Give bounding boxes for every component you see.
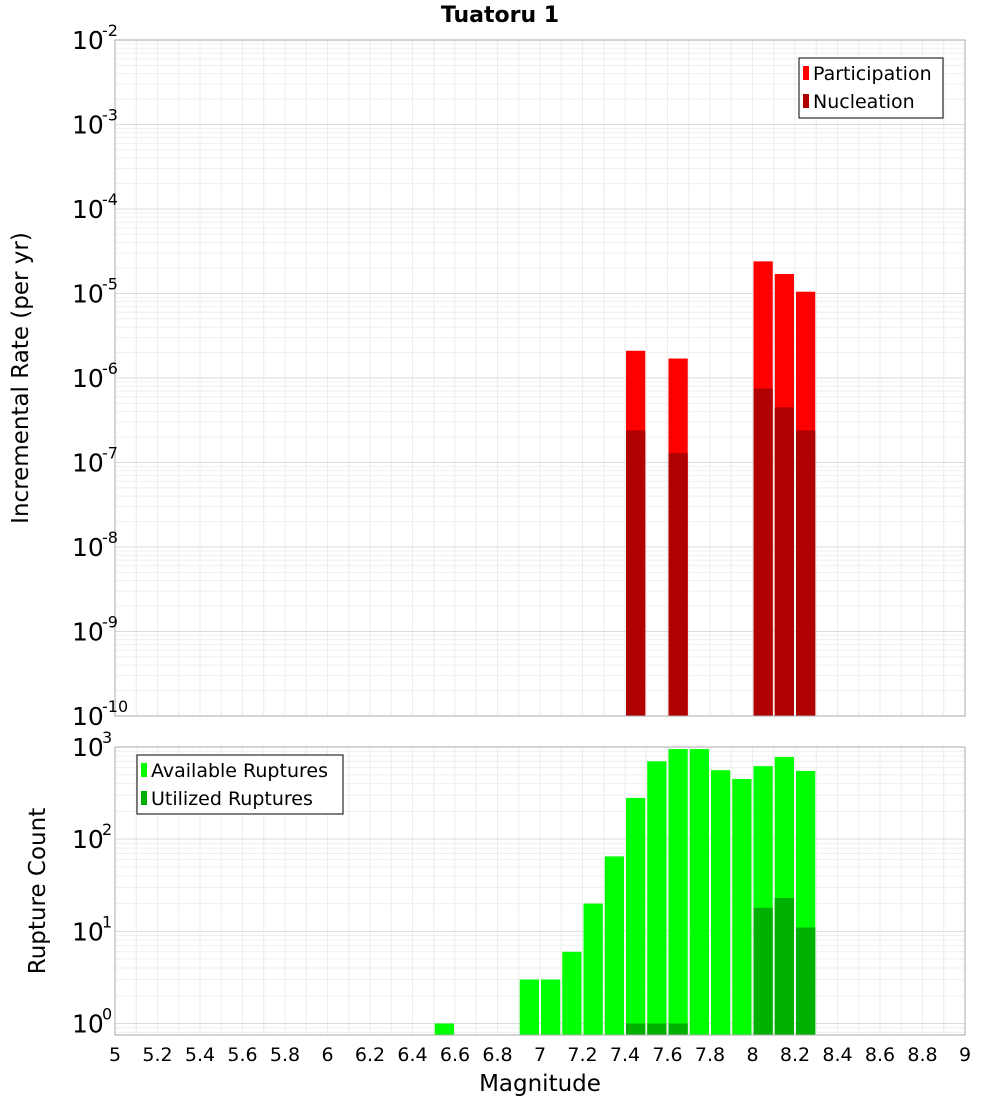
bottom-y-tick-exponent: 0: [102, 1004, 112, 1023]
bottom-gridlines: [114, 746, 966, 1035]
bottom-legend-box: [136, 754, 344, 815]
x-tick-label: 6.8: [482, 1044, 512, 1066]
x-tick-label: 6.4: [397, 1044, 427, 1066]
top-y-tick-base: 10: [72, 280, 104, 309]
bottom-y-tick-exponent: 1: [102, 912, 112, 931]
nucleation-bar: [753, 388, 773, 716]
available-ruptures-bar: [732, 778, 752, 1035]
top-bars: [626, 261, 816, 716]
bottom-plot-frame: [114, 746, 966, 1036]
available-ruptures-bar: [434, 1023, 454, 1035]
x-tick-label: 8.4: [822, 1044, 852, 1066]
top-y-tick-base: 10: [72, 449, 104, 478]
x-tick-labels: 5 5.2 5.4 5.6 5.8 6 6.2 6.4 6.6 6.8 7 7.2 7.4 7.6 7.8 8…: [109, 1044, 971, 1066]
top-y-tick-base: 10: [72, 195, 104, 224]
top-legend-box: [798, 57, 944, 119]
top-y-tick-base: 10: [72, 364, 104, 393]
available-ruptures-bar: [711, 770, 731, 1035]
x-tick-label: 7.4: [610, 1044, 640, 1066]
top-y-axis-label: Incremental Rate (per yr): [8, 232, 34, 524]
chart-title: Tuatoru 1: [441, 3, 559, 28]
bottom-y-tick-base: 10: [72, 733, 104, 762]
top-y-tick-exponent: -6: [102, 359, 118, 378]
top-y-tick-exponent: -10: [102, 697, 128, 716]
top-y-tick-base: 10: [72, 618, 104, 647]
top-y-tick-base: 10: [72, 26, 104, 55]
nucleation-legend-swatch: [803, 94, 809, 108]
top-y-tick-exponent: -8: [102, 528, 118, 547]
x-tick-label: 7: [534, 1044, 546, 1066]
top-y-tick-base: 10: [72, 702, 104, 731]
participation-legend-label: Participation: [813, 63, 932, 85]
available-ruptures-bar: [626, 797, 646, 1035]
top-plot-frame: [114, 39, 966, 717]
top-y-tick-exponent: -5: [102, 275, 118, 294]
available-ruptures-bar: [541, 979, 561, 1035]
x-tick-label: 5.2: [142, 1044, 172, 1066]
nucleation-bar: [796, 430, 816, 716]
x-tick-label: 5.6: [227, 1044, 257, 1066]
x-tick-label: 8.6: [865, 1044, 895, 1066]
bottom-y-tick-base: 10: [72, 917, 104, 946]
utilized-ruptures-bar: [647, 1023, 667, 1035]
utilized-ruptures-bar: [626, 1023, 646, 1035]
x-tick-label: 6.6: [440, 1044, 470, 1066]
x-tick-label: 7.8: [695, 1044, 725, 1066]
utilized-ruptures-bar: [668, 1023, 688, 1035]
top-y-tick-exponent: -2: [102, 21, 118, 40]
participation-legend-swatch: [803, 66, 809, 80]
nucleation-bar: [668, 452, 688, 716]
top-y-tick-base: 10: [72, 533, 104, 562]
available-ruptures-legend-label: Available Ruptures: [151, 760, 328, 782]
bottom-y-tick-base: 10: [72, 825, 104, 854]
x-tick-label: 7.2: [567, 1044, 597, 1066]
x-tick-label: 8: [746, 1044, 758, 1066]
bottom-legend: Available Ruptures Utilized Ruptures: [136, 754, 344, 815]
x-tick-label: 6.2: [355, 1044, 385, 1066]
nucleation-bar: [774, 407, 794, 716]
top-y-tick-base: 10: [72, 111, 104, 140]
x-tick-label: 8.8: [907, 1044, 937, 1066]
x-tick-label: 7.6: [652, 1044, 682, 1066]
available-ruptures-bar: [519, 979, 539, 1035]
available-ruptures-bar: [647, 761, 667, 1035]
utilized-ruptures-bar: [796, 927, 816, 1035]
top-legend: Participation Nucleation: [798, 57, 944, 119]
bottom-y-tick-exponent: 2: [102, 820, 112, 839]
available-ruptures-bar: [583, 903, 603, 1035]
x-axis-label: Magnitude: [479, 1071, 601, 1097]
utilized-ruptures-bar: [774, 897, 794, 1035]
utilized-ruptures-legend-swatch: [141, 791, 147, 805]
top-y-tick-exponent: -3: [102, 106, 118, 125]
nucleation-bar: [626, 430, 646, 716]
available-ruptures-bar: [689, 749, 709, 1035]
bottom-y-tick-exponent: 3: [102, 728, 112, 747]
available-ruptures-bar: [604, 856, 624, 1035]
bottom-bars: [434, 749, 816, 1035]
bottom-y-axis-label: Rupture Count: [25, 808, 51, 974]
top-y-tick-exponent: -9: [102, 613, 118, 632]
available-ruptures-bar: [668, 749, 688, 1035]
top-gridlines: [114, 39, 966, 717]
bottom-y-tick-base: 10: [72, 1009, 104, 1038]
top-y-tick-exponent: -7: [102, 444, 118, 463]
available-ruptures-bar: [562, 951, 582, 1035]
x-tick-label: 5.4: [185, 1044, 215, 1066]
x-tick-label: 6: [321, 1044, 333, 1066]
nucleation-legend-label: Nucleation: [813, 91, 915, 113]
x-tick-label: 5: [109, 1044, 121, 1066]
utilized-ruptures-legend-label: Utilized Ruptures: [151, 788, 313, 810]
top-y-tick-exponent: -4: [102, 190, 118, 209]
x-tick-label: 9: [959, 1044, 971, 1066]
utilized-ruptures-bar: [753, 907, 773, 1035]
x-tick-label: 5.8: [270, 1044, 300, 1066]
available-ruptures-legend-swatch: [141, 763, 147, 777]
x-tick-label: 8.2: [780, 1044, 810, 1066]
